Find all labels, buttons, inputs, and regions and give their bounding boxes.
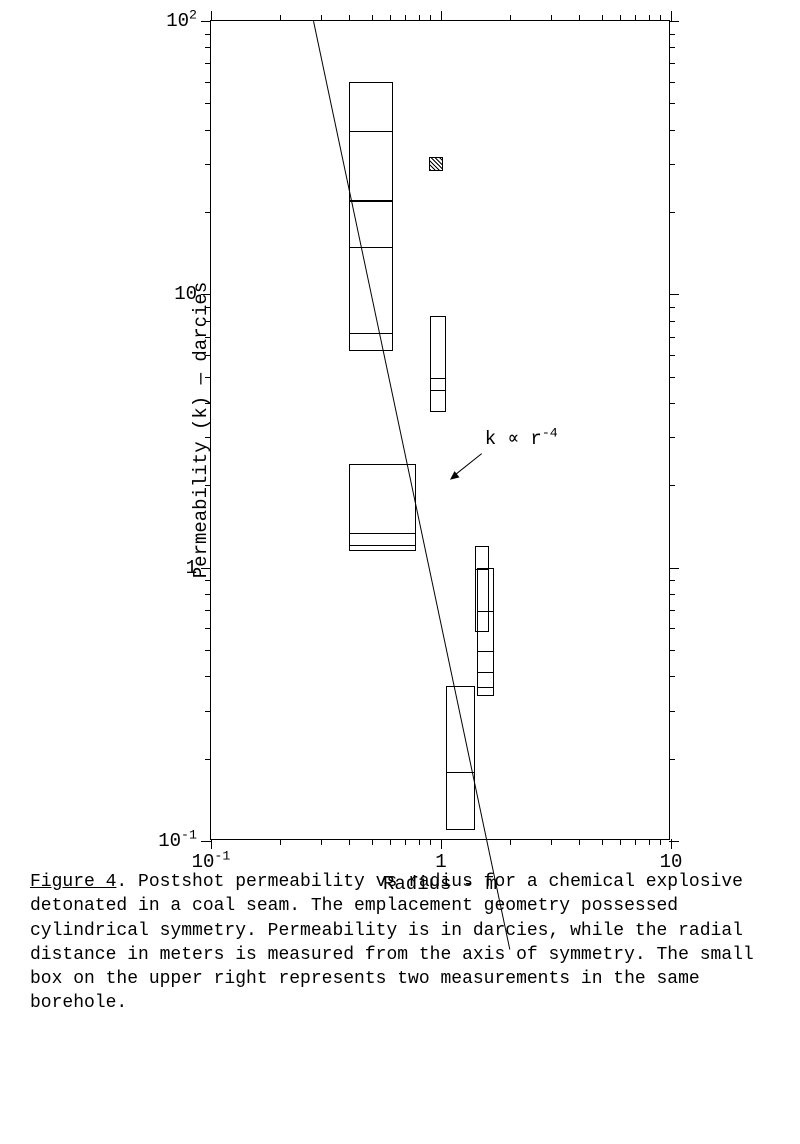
x-axis-label: Radius - m [383,873,497,895]
y-axis-label: Permeability (k) — darcies [190,282,212,578]
data-range-box [349,82,393,201]
y-tick-label: 10-1 [158,830,197,852]
data-range-box [477,568,494,696]
x-tick-label: 10-1 [192,851,231,873]
trend-line [313,21,510,950]
trend-label: k ∝ r-4 [485,427,558,450]
x-tick-label: 1 [435,851,446,873]
x-tick-label: 10 [660,851,683,873]
borehole-marker [429,157,443,171]
data-range-box [349,464,416,551]
y-tick-label: 102 [166,10,197,32]
y-tick-label: 1 [186,557,197,579]
permeability-chart: Permeability (k) — darcies Radius - m 10… [110,20,690,840]
plot-area: Permeability (k) — darcies Radius - m 10… [210,20,670,840]
data-range-box [446,686,475,830]
figure-label: Figure 4 [30,872,116,892]
data-range-box [430,316,445,412]
y-tick-label: 10 [174,283,197,305]
